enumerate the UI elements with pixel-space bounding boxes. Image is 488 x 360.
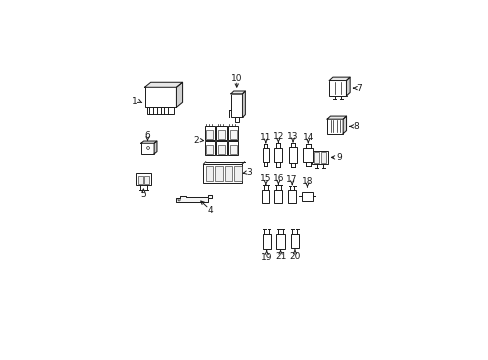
Bar xyxy=(144,87,176,107)
Bar xyxy=(328,81,346,96)
Bar xyxy=(230,94,242,117)
Bar xyxy=(234,166,241,181)
Text: 2: 2 xyxy=(193,136,198,145)
Bar xyxy=(274,190,282,203)
Bar xyxy=(262,234,270,249)
Bar xyxy=(274,148,282,162)
Polygon shape xyxy=(326,116,346,119)
Bar xyxy=(227,141,238,155)
Bar xyxy=(144,176,149,184)
Bar xyxy=(203,164,242,183)
Text: 16: 16 xyxy=(272,174,284,183)
Polygon shape xyxy=(144,82,182,87)
Text: 12: 12 xyxy=(272,132,284,141)
Bar xyxy=(288,147,297,162)
Bar xyxy=(136,173,151,185)
Polygon shape xyxy=(176,82,182,107)
Polygon shape xyxy=(230,91,245,94)
Polygon shape xyxy=(154,141,157,154)
Bar xyxy=(263,148,268,162)
Polygon shape xyxy=(346,77,349,96)
Bar xyxy=(229,130,236,139)
Bar xyxy=(216,126,226,140)
Bar xyxy=(206,145,213,154)
Bar xyxy=(262,190,269,203)
Bar xyxy=(326,119,343,134)
Bar xyxy=(288,190,295,203)
Bar xyxy=(303,148,312,162)
Bar xyxy=(229,145,236,154)
Bar xyxy=(312,151,327,164)
Text: 3: 3 xyxy=(246,168,252,177)
Text: 17: 17 xyxy=(286,175,297,184)
Text: 14: 14 xyxy=(302,133,313,142)
Bar xyxy=(218,130,224,139)
Text: 20: 20 xyxy=(289,252,300,261)
Text: 15: 15 xyxy=(260,174,271,183)
Text: 18: 18 xyxy=(301,177,312,186)
Text: 8: 8 xyxy=(352,122,358,131)
Bar xyxy=(302,192,312,201)
Bar xyxy=(320,152,325,163)
Polygon shape xyxy=(343,116,346,134)
Bar xyxy=(204,126,215,140)
Bar xyxy=(218,145,224,154)
Bar xyxy=(141,143,154,154)
Text: 13: 13 xyxy=(286,132,298,141)
Text: 9: 9 xyxy=(336,153,342,162)
Text: 5: 5 xyxy=(140,190,146,199)
Polygon shape xyxy=(176,195,211,202)
Bar xyxy=(224,166,232,181)
Text: 21: 21 xyxy=(274,252,285,261)
Text: 7: 7 xyxy=(356,84,362,93)
Text: 11: 11 xyxy=(260,133,271,142)
Polygon shape xyxy=(141,141,157,143)
Text: 6: 6 xyxy=(144,131,150,140)
Bar xyxy=(216,141,226,155)
Bar xyxy=(205,166,213,181)
Bar xyxy=(234,117,239,122)
Polygon shape xyxy=(328,77,349,81)
Bar xyxy=(204,141,215,155)
Text: 19: 19 xyxy=(261,253,272,262)
Bar xyxy=(215,166,223,181)
Bar xyxy=(227,126,238,140)
Text: 1: 1 xyxy=(132,97,137,106)
Bar xyxy=(147,107,173,114)
Text: 10: 10 xyxy=(230,74,242,83)
Bar xyxy=(313,152,319,163)
Bar xyxy=(276,234,284,249)
Text: 4: 4 xyxy=(207,206,213,215)
Bar xyxy=(290,234,299,248)
Bar xyxy=(137,176,142,184)
Bar xyxy=(206,130,213,139)
Polygon shape xyxy=(242,91,245,117)
